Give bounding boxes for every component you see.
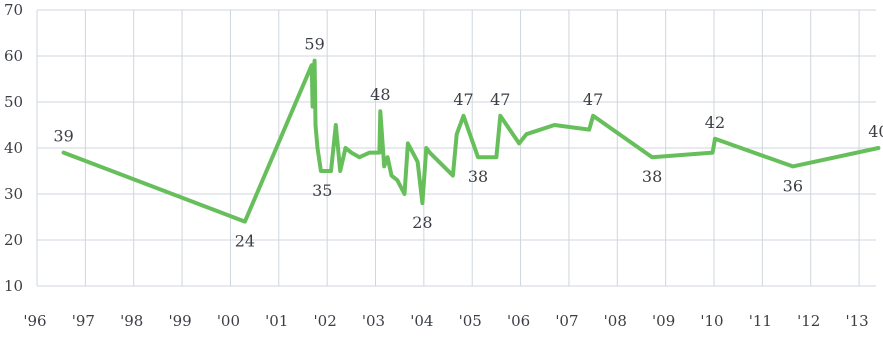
series-layer xyxy=(61,58,881,224)
y-tick-label: 50 xyxy=(4,93,23,111)
data-point xyxy=(335,124,337,126)
data-point xyxy=(456,133,458,135)
x-tick-label: '01 xyxy=(265,312,288,330)
data-label: 47 xyxy=(453,90,473,109)
data-point xyxy=(518,142,520,144)
data-point xyxy=(339,170,341,172)
data-point xyxy=(877,147,880,149)
data-point xyxy=(378,152,380,154)
grid-layer xyxy=(36,9,876,287)
x-tick-label: '08 xyxy=(604,312,627,330)
data-point xyxy=(651,156,653,158)
data-point xyxy=(320,170,322,172)
x-tick-label: '99 xyxy=(168,312,191,330)
data-point xyxy=(499,115,501,117)
data-point xyxy=(63,152,65,154)
data-point xyxy=(330,170,332,172)
x-tick-label: '11 xyxy=(749,312,772,330)
data-label: 42 xyxy=(705,113,725,132)
data-label: 47 xyxy=(490,90,510,109)
x-tick-label: '09 xyxy=(652,312,675,330)
data-point xyxy=(387,156,389,158)
data-point xyxy=(316,147,319,149)
data-point xyxy=(379,110,381,112)
data-point xyxy=(525,133,528,135)
x-tick-label: '98 xyxy=(120,312,143,330)
data-point xyxy=(429,152,431,154)
x-tick-label: '03 xyxy=(362,312,385,330)
data-point xyxy=(714,138,716,140)
data-label: 35 xyxy=(312,181,332,200)
x-tick-label: '10 xyxy=(700,312,723,330)
data-point xyxy=(462,115,465,117)
label-layer: 39 24 59 35 48 28 47 38 47 47 38 42 36 40 xyxy=(53,35,883,251)
data-label: 48 xyxy=(370,85,390,104)
data-point xyxy=(244,221,246,223)
data-label: 47 xyxy=(583,90,603,109)
y-tick-label: 20 xyxy=(4,231,23,249)
data-label: 24 xyxy=(235,232,255,251)
data-point xyxy=(421,202,423,204)
data-point xyxy=(477,156,479,158)
data-point xyxy=(358,156,361,158)
y-tick-label: 10 xyxy=(4,277,23,295)
axis-layer: 10 20 30 40 50 60 70 '96 '97 '98 '99 '00 '01 '02 '03 '0… xyxy=(4,1,869,330)
data-label: 36 xyxy=(783,176,803,195)
data-point xyxy=(712,152,714,154)
series-line xyxy=(61,58,881,224)
data-point xyxy=(369,152,371,154)
x-tick-label: '96 xyxy=(23,312,46,330)
x-tick-label: '06 xyxy=(507,312,530,330)
x-tick-label: '12 xyxy=(797,312,820,330)
x-tick-label: '13 xyxy=(845,312,868,330)
data-point xyxy=(495,156,497,158)
data-point xyxy=(792,165,794,167)
data-point xyxy=(390,175,393,177)
data-point xyxy=(425,147,427,149)
data-point xyxy=(322,170,324,172)
data-label: 39 xyxy=(53,127,73,146)
data-point xyxy=(467,129,469,131)
y-tick-label: 70 xyxy=(4,1,23,19)
y-tick-label: 60 xyxy=(4,47,23,65)
data-point xyxy=(396,179,398,181)
data-point xyxy=(588,129,590,131)
data-label: 59 xyxy=(304,35,324,54)
data-point xyxy=(314,60,316,62)
data-point xyxy=(407,142,409,144)
y-tick-label: 40 xyxy=(4,139,23,157)
data-point xyxy=(553,124,556,126)
data-label: 38 xyxy=(642,167,662,186)
data-point xyxy=(311,64,313,66)
data-point xyxy=(383,165,385,167)
data-point xyxy=(403,193,406,195)
data-label: 28 xyxy=(412,213,432,232)
x-tick-label: '97 xyxy=(72,312,95,330)
x-tick-label: '07 xyxy=(555,312,578,330)
x-tick-label: '02 xyxy=(314,312,337,330)
data-point xyxy=(312,106,314,108)
data-label: 38 xyxy=(468,167,488,186)
data-point xyxy=(350,152,352,154)
data-point xyxy=(314,124,317,126)
data-point xyxy=(592,115,594,117)
data-point xyxy=(344,147,347,149)
data-point xyxy=(313,69,315,71)
x-tick-label: '00 xyxy=(217,312,240,330)
data-label: 40 xyxy=(868,122,883,141)
data-point xyxy=(417,161,419,163)
x-tick-label: '05 xyxy=(459,312,482,330)
data-point xyxy=(452,175,454,177)
y-tick-label: 30 xyxy=(4,185,23,203)
x-tick-label: '04 xyxy=(410,312,433,330)
